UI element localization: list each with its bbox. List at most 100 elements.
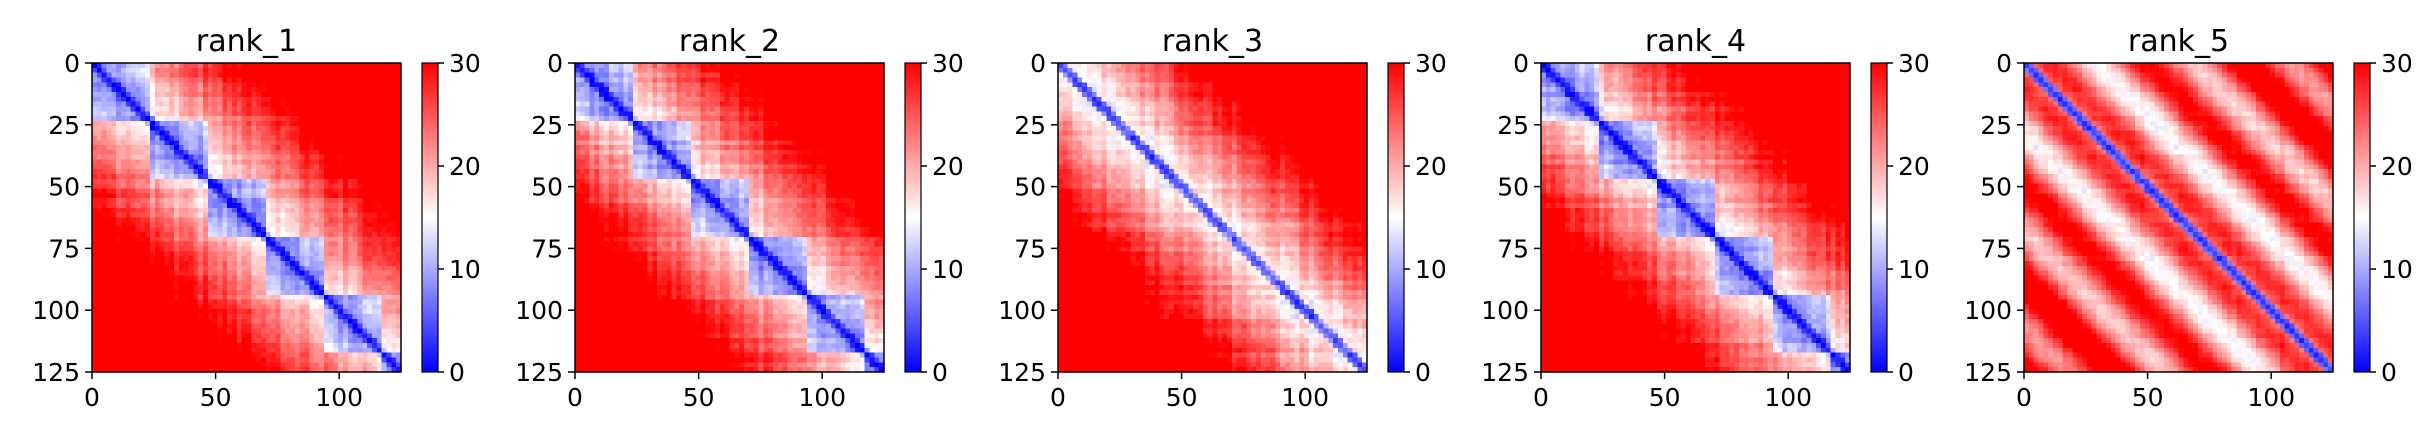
heatmap-cell xyxy=(140,82,146,88)
heatmap-cell xyxy=(212,318,219,325)
heatmap-cell xyxy=(333,299,339,306)
heatmap-cell xyxy=(309,149,315,156)
heatmap-cell xyxy=(207,149,214,156)
heatmap-cell xyxy=(246,135,252,141)
heatmap-cell xyxy=(309,357,315,363)
heatmap-cell xyxy=(381,323,388,330)
heatmap-cell xyxy=(159,67,166,74)
heatmap-cell xyxy=(135,164,141,170)
heatmap-cell xyxy=(145,299,151,306)
heatmap-cell xyxy=(222,82,228,88)
heatmap-cell xyxy=(92,130,98,137)
heatmap-cell xyxy=(362,145,368,151)
heatmap-cell xyxy=(265,333,272,339)
heatmap-cell xyxy=(265,149,272,156)
heatmap-cell xyxy=(830,96,837,103)
heatmap-cell xyxy=(372,231,378,238)
heatmap-cell xyxy=(700,120,706,127)
heatmap-cell xyxy=(715,111,721,117)
heatmap-cell xyxy=(835,77,842,83)
heatmap-cell xyxy=(289,318,296,325)
heatmap-cell xyxy=(222,77,228,83)
heatmap-cell xyxy=(106,130,112,137)
heatmap-cell xyxy=(347,67,354,74)
heatmap-cell xyxy=(193,77,199,83)
heatmap-cell xyxy=(347,145,354,151)
heatmap-cell xyxy=(270,67,277,74)
heatmap-cell xyxy=(710,77,716,83)
heatmap-cell xyxy=(193,135,199,141)
heatmap-cell xyxy=(92,67,98,74)
heatmap-cell xyxy=(232,314,238,320)
heatmap-cell xyxy=(676,77,682,83)
heatmap-cell xyxy=(232,289,238,296)
heatmap-cell xyxy=(801,63,808,69)
heatmap-cell xyxy=(164,367,170,373)
heatmap-cell xyxy=(294,275,301,281)
heatmap-cell xyxy=(372,145,378,151)
heatmap-cell xyxy=(391,347,397,354)
heatmap-cell xyxy=(729,82,735,88)
heatmap-cell xyxy=(260,72,267,79)
heatmap-cell xyxy=(381,280,388,286)
heatmap-cell xyxy=(690,91,697,98)
heatmap-cell xyxy=(227,227,233,233)
heatmap-cell xyxy=(367,241,373,248)
heatmap-cell xyxy=(280,289,286,296)
heatmap-cell xyxy=(719,82,726,88)
heatmap-cell xyxy=(343,207,349,214)
heatmap-cell xyxy=(140,198,146,204)
heatmap-cell xyxy=(367,347,373,354)
heatmap-cell xyxy=(632,111,639,117)
heatmap-cell xyxy=(806,87,813,93)
heatmap-cell xyxy=(96,362,103,368)
heatmap-cell xyxy=(169,77,175,83)
heatmap-cell xyxy=(188,318,194,325)
heatmap-cell xyxy=(333,125,339,132)
heatmap-cell xyxy=(328,323,335,330)
heatmap-cell xyxy=(203,285,209,291)
heatmap-cell xyxy=(116,270,122,277)
heatmap-cell xyxy=(193,318,199,325)
heatmap-cell xyxy=(198,231,204,238)
heatmap-cell xyxy=(154,347,161,354)
heatmap-cell xyxy=(294,140,301,146)
heatmap-cell xyxy=(183,67,190,74)
heatmap-cell xyxy=(589,111,595,117)
heatmap-cell xyxy=(294,193,301,199)
heatmap-cell xyxy=(715,67,721,74)
heatmap-cell xyxy=(367,82,373,88)
heatmap-cell xyxy=(251,333,257,339)
heatmap-cell xyxy=(193,338,199,344)
heatmap-cell xyxy=(835,120,842,127)
heatmap-cell xyxy=(275,203,281,209)
heatmap-cell xyxy=(632,63,639,69)
heatmap-cell xyxy=(130,159,137,165)
heatmap-cell xyxy=(145,338,151,344)
heatmap-cell xyxy=(386,120,392,127)
heatmap-cell xyxy=(154,145,161,151)
heatmap-cell xyxy=(106,174,112,180)
heatmap-cell xyxy=(251,63,257,69)
heatmap-cell xyxy=(198,367,204,373)
heatmap-cell xyxy=(299,231,306,238)
heatmap-cell xyxy=(227,328,233,334)
heatmap-cell xyxy=(594,67,600,74)
heatmap-cell xyxy=(193,174,199,180)
heatmap-cell xyxy=(246,352,252,359)
heatmap-cell xyxy=(111,106,117,112)
heatmap-cell xyxy=(207,265,214,272)
heatmap-cell xyxy=(657,116,663,122)
heatmap-cell xyxy=(265,67,272,74)
heatmap-cell xyxy=(376,183,383,190)
heatmap-cell xyxy=(748,77,755,83)
heatmap-cell xyxy=(381,130,388,137)
heatmap-cell xyxy=(198,193,204,199)
heatmap-cell xyxy=(343,120,349,127)
heatmap-cell xyxy=(289,256,296,262)
heatmap-cell xyxy=(222,256,228,262)
heatmap-cell xyxy=(275,241,281,248)
heatmap-cell xyxy=(106,314,112,320)
heatmap-cell xyxy=(347,169,354,175)
heatmap-cell xyxy=(289,236,296,243)
